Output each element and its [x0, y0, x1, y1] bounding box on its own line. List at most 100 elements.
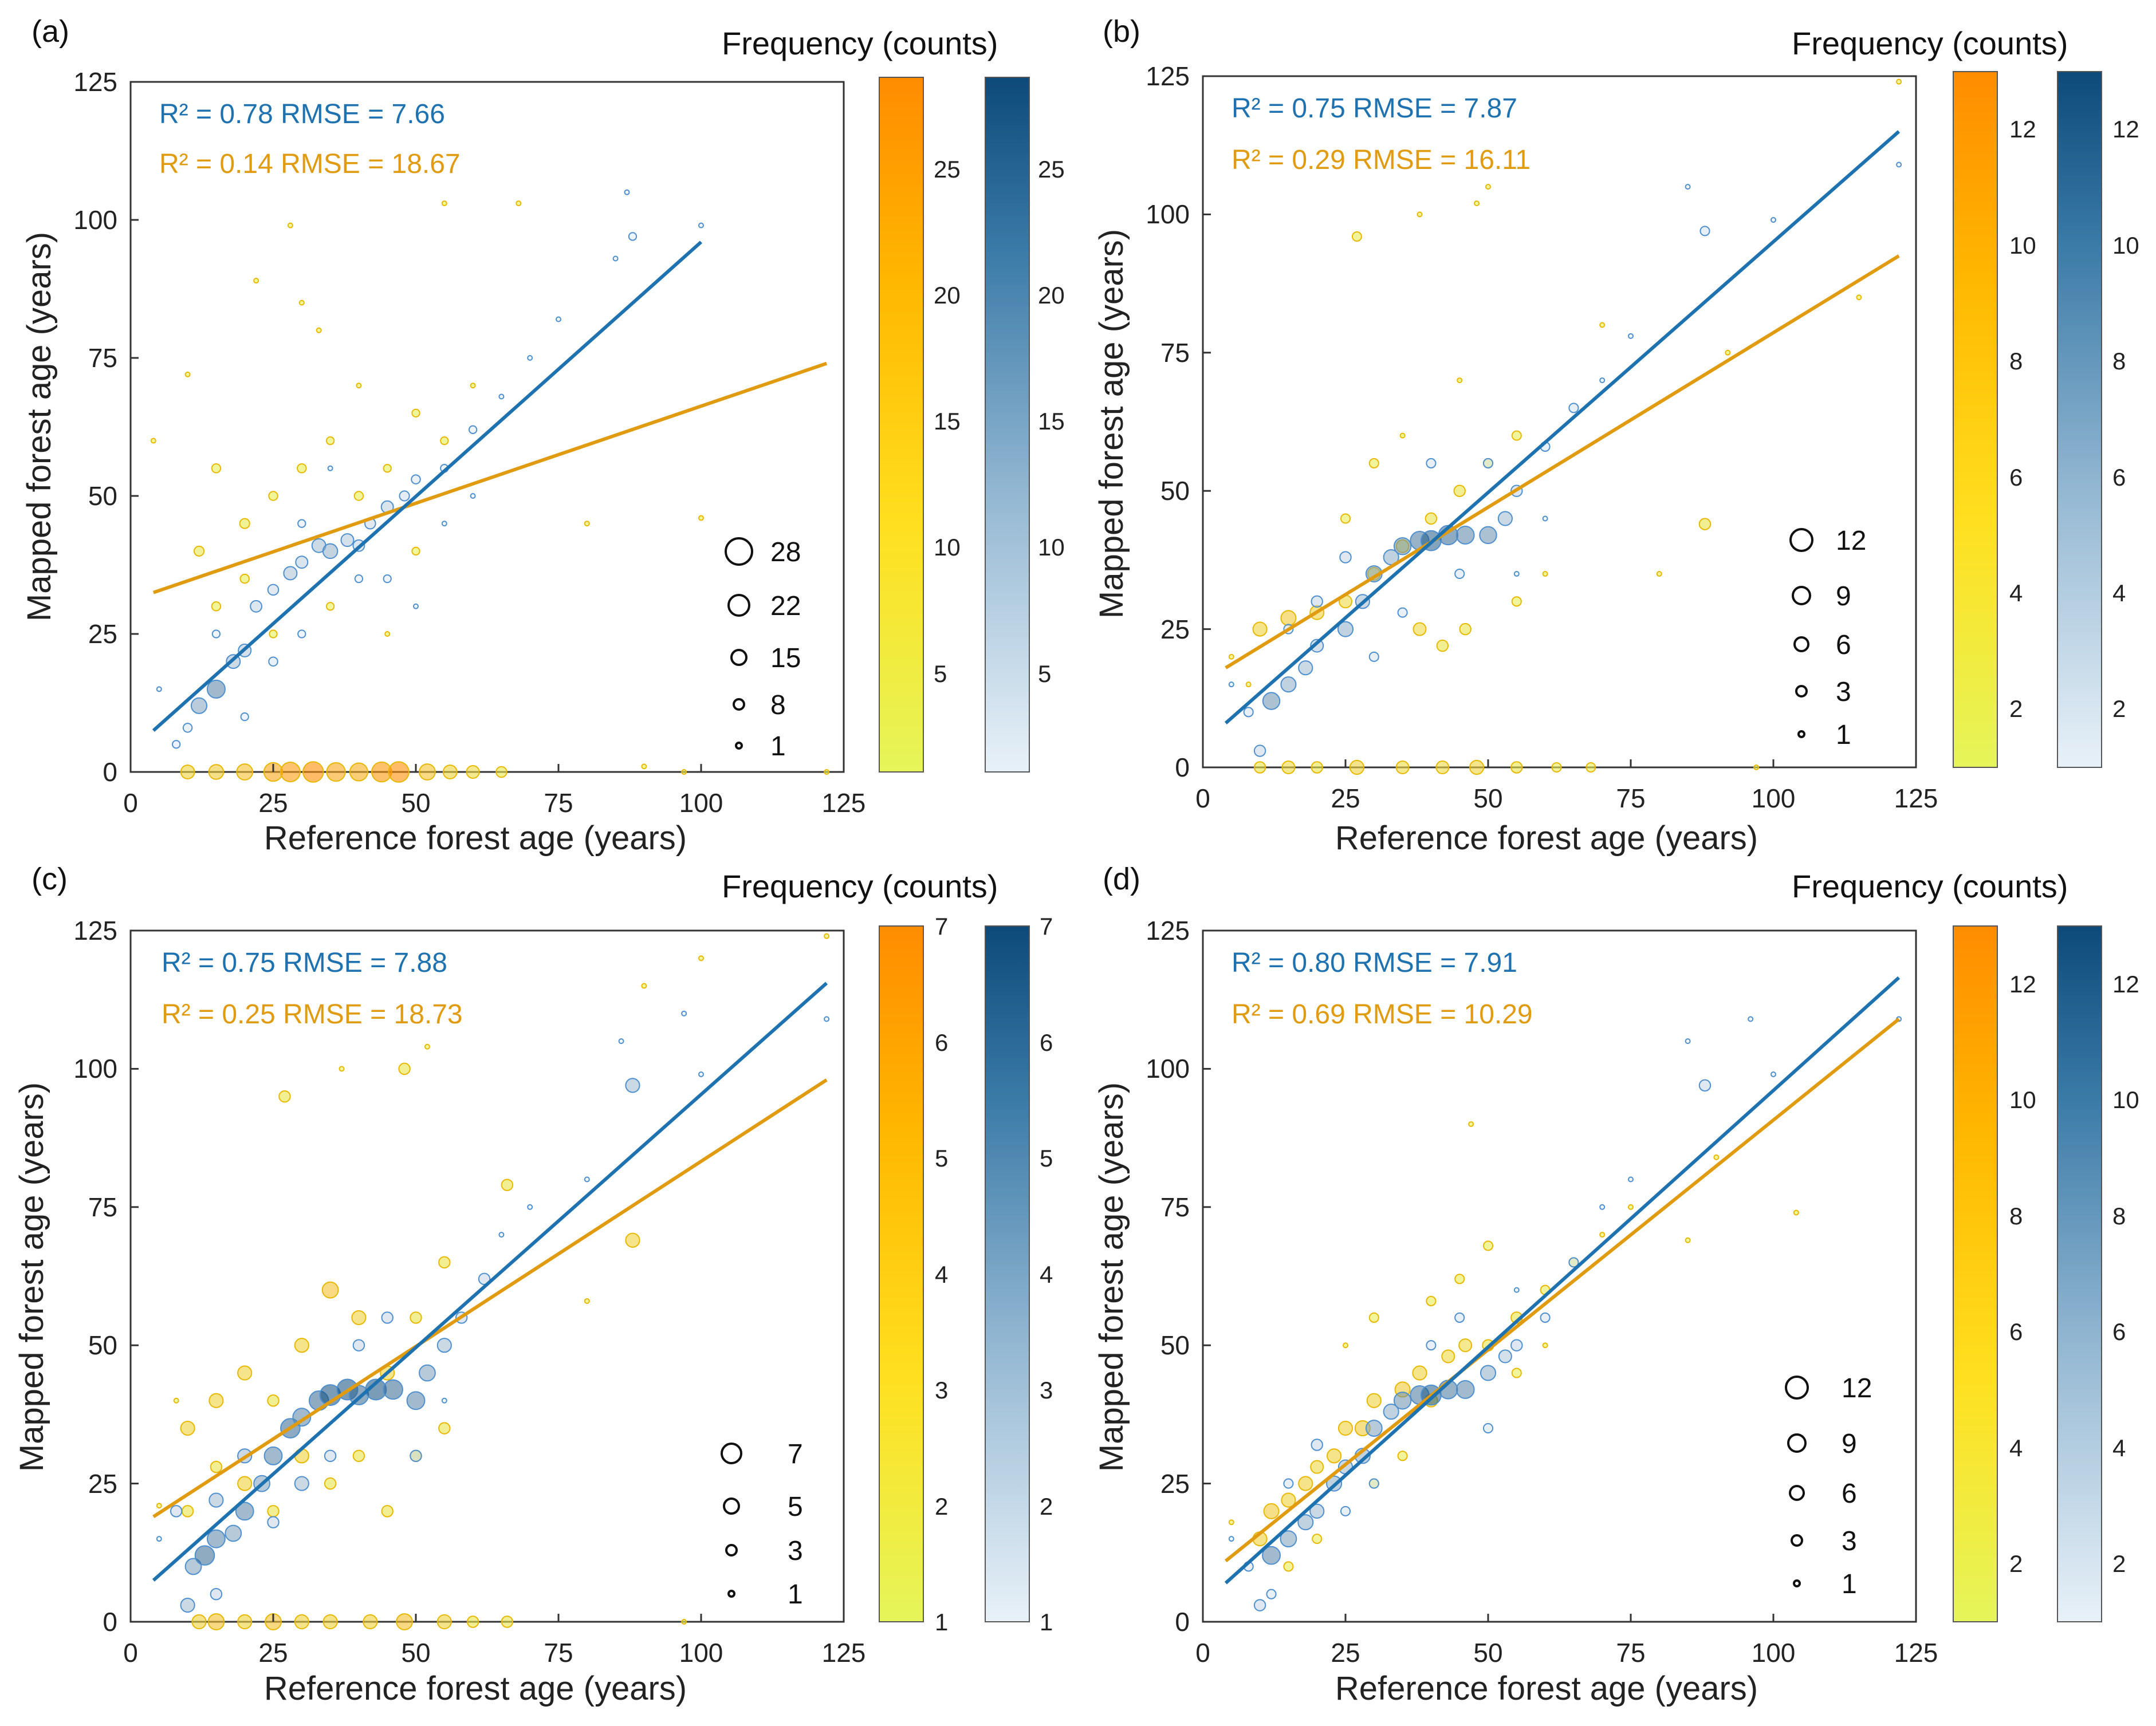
data-point-orange — [1337, 1420, 1354, 1436]
data-point-orange — [516, 200, 522, 207]
data-point-orange — [1425, 512, 1438, 525]
data-point-orange — [1349, 759, 1365, 775]
stats-orange: R² = 0.14 RMSE = 18.67 — [159, 149, 461, 179]
size-legend-marker — [1795, 685, 1808, 698]
data-point-blue — [1513, 571, 1520, 577]
plot-area — [129, 81, 845, 773]
data-point-orange — [1585, 762, 1596, 773]
x-axis-title: Reference forest age (years) — [1335, 819, 1758, 857]
data-point-orange — [641, 763, 647, 770]
y-tick-labels: 0 25 50 75 100 125 — [73, 916, 117, 1637]
y-tick-label: 125 — [73, 67, 117, 97]
data-point-blue — [182, 723, 193, 733]
data-point-orange — [824, 933, 830, 939]
y-axis-title: Mapped forest age (years) — [13, 1082, 50, 1472]
data-point-orange — [1281, 1492, 1296, 1508]
data-point-blue — [1685, 1038, 1691, 1045]
data-point-orange — [211, 463, 222, 474]
data-point-blue — [327, 465, 333, 471]
colorbar-orange-ticks: 2 4 6 8 10 12 — [2009, 971, 2036, 1577]
colorbar-orange-ticks: 1 2 3 4 5 6 7 — [935, 913, 948, 1636]
data-point-blue — [1280, 676, 1297, 693]
colorbar-tick-label: 4 — [2112, 580, 2126, 606]
data-point-orange — [208, 764, 225, 780]
size-legend-marker — [721, 1443, 742, 1464]
data-point-blue — [1228, 681, 1234, 688]
colorbar-tick-label: 7 — [1040, 913, 1053, 940]
size-legend: 7 5 3 1 — [721, 1439, 803, 1610]
colorbar-title: Frequency (counts) — [722, 25, 998, 61]
y-axis-title: Mapped forest age (years) — [21, 232, 58, 621]
y-tick-labels: 0 25 50 75 100 125 — [73, 67, 117, 787]
data-point-orange — [351, 1310, 367, 1326]
data-point-orange — [324, 1477, 337, 1490]
data-point-blue — [1393, 1392, 1412, 1410]
colorbar-tick-label: 4 — [935, 1261, 948, 1288]
x-tick-label: 25 — [258, 1638, 288, 1668]
data-point-orange — [1228, 653, 1234, 660]
data-point-blue — [1383, 1404, 1399, 1420]
data-point-blue — [1262, 1546, 1281, 1565]
data-point-blue — [1479, 526, 1497, 545]
data-point-blue — [283, 566, 298, 581]
colorbar-tick-label: 4 — [2112, 1435, 2126, 1461]
data-point-orange — [1698, 518, 1712, 530]
data-point-orange — [316, 327, 322, 333]
y-tick-labels: 0 25 50 75 100 125 — [1146, 61, 1190, 782]
data-point-blue — [194, 1545, 215, 1566]
data-point-blue — [1309, 1503, 1325, 1519]
data-point-orange — [1656, 571, 1662, 577]
x-tick-label: 75 — [544, 1638, 573, 1668]
y-tick-label: 125 — [73, 916, 117, 945]
points-layer-orange — [150, 200, 830, 783]
data-point-blue — [352, 1339, 365, 1351]
data-point-blue — [1454, 568, 1465, 580]
data-point-orange — [180, 765, 195, 779]
points-layer-orange — [1228, 1121, 1799, 1572]
data-point-blue — [340, 533, 355, 547]
colorbar-title: Frequency (counts) — [1792, 25, 2068, 61]
data-point-blue — [235, 1502, 254, 1521]
x-tick-label: 25 — [1331, 783, 1360, 813]
data-point-orange — [302, 761, 324, 783]
size-legend-marker — [725, 537, 753, 566]
data-point-orange — [584, 1298, 590, 1304]
colorbar-tick-label: 10 — [934, 534, 961, 561]
x-tick-label: 50 — [1473, 783, 1502, 813]
data-point-blue — [1297, 1514, 1314, 1531]
data-point-orange — [466, 765, 480, 779]
x-tick-label: 100 — [679, 1638, 723, 1668]
data-point-orange — [294, 1338, 309, 1353]
points-layer-blue — [1228, 1016, 1902, 1611]
data-point-blue — [1397, 607, 1408, 618]
points-layer-orange — [156, 933, 830, 1630]
data-point-orange — [1399, 432, 1406, 439]
stats-blue: R² = 0.80 RMSE = 7.91 — [1232, 948, 1517, 978]
data-point-blue — [1685, 184, 1691, 190]
data-point-orange — [1311, 761, 1323, 774]
y-tick-label: 50 — [1160, 476, 1190, 506]
size-legend-marker — [727, 1590, 735, 1598]
colorbar-blue — [2057, 925, 2102, 1622]
colorbar-tick-label: 12 — [2112, 116, 2139, 143]
data-point-blue — [1253, 744, 1266, 757]
y-tick-label: 25 — [1160, 614, 1190, 644]
x-tick-label: 75 — [1616, 783, 1645, 813]
data-point-blue — [1298, 660, 1313, 676]
data-point-blue — [625, 1078, 640, 1093]
colorbar-tick-label: 4 — [2009, 580, 2023, 606]
colorbar-tick-label: 1 — [935, 1609, 948, 1636]
colorbar-tick-label: 2 — [2009, 1550, 2023, 1577]
y-tick-label: 0 — [103, 757, 117, 787]
data-point-blue — [1455, 526, 1475, 545]
data-point-blue — [399, 490, 410, 502]
data-point-orange — [383, 464, 392, 473]
data-point-orange — [1713, 1154, 1720, 1160]
x-tick-label: 0 — [123, 788, 138, 818]
data-point-orange — [1896, 78, 1902, 85]
data-point-blue — [1243, 707, 1254, 718]
colorbar-blue-ticks: 2 4 6 8 10 12 — [2112, 971, 2139, 1577]
y-tick-label: 50 — [88, 481, 117, 511]
data-point-orange — [184, 371, 191, 377]
colorbar-tick-label: 3 — [1040, 1377, 1053, 1404]
